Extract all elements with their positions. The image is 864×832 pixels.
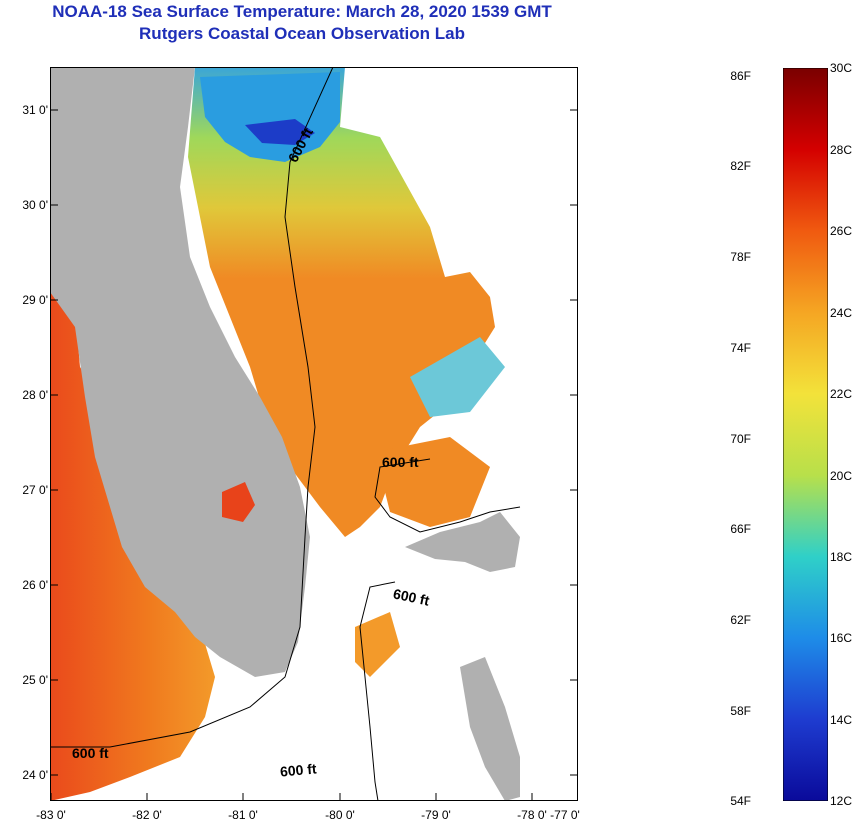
colorbar-f-78: 78F: [730, 250, 751, 264]
lat-label-27: 27 0': [22, 483, 48, 497]
lat-label-30: 30 0': [22, 198, 48, 212]
colorbar-c-14: 14C: [830, 713, 853, 727]
contour-label-bahamas: 600 ft: [382, 454, 419, 470]
colorbar-f-62: 62F: [730, 613, 751, 627]
coldest-water-patch: [245, 119, 315, 145]
bahamas-warm-patch: [375, 437, 490, 527]
bahamas-cool-patch: [410, 337, 505, 417]
bahamas-land: [405, 512, 520, 572]
isobath-600ft-florida: [50, 67, 334, 748]
cold-water-patch: [200, 72, 340, 162]
colorbar-c-16: 16C: [830, 631, 853, 645]
colorbar-c-22: 22C: [830, 387, 853, 401]
colorbar-f-82: 82F: [730, 159, 751, 173]
colorbar-c-24: 24C: [830, 306, 853, 320]
florida-land: [50, 67, 310, 677]
colorbar-c-12: 12C: [830, 794, 853, 808]
sst-map: 600 ft 600 ft 600 ft 600 ft 600 ft: [50, 67, 578, 801]
lon-label-79: -79 0': [421, 808, 451, 822]
colorbar-f-58: 58F: [730, 704, 751, 718]
lon-label-82: -82 0': [132, 808, 162, 822]
isobath-600ft-south: [359, 581, 396, 801]
colorbar-f-66: 66F: [730, 522, 751, 536]
colorbar-gradient: [782, 67, 829, 802]
south-warm-patch: [355, 612, 400, 677]
map-frame: [50, 67, 578, 801]
isobath-600ft-bahamas: [374, 458, 521, 533]
lon-label-77: -77 0': [550, 808, 580, 822]
colorbar-f-54: 54F: [730, 794, 751, 808]
lon-label-83: -83 0': [36, 808, 66, 822]
lon-label-78: -78 0': [517, 808, 547, 822]
contour-label-florida-keys: 600 ft: [72, 745, 109, 761]
lon-label-81: -81 0': [228, 808, 258, 822]
andros-land: [460, 657, 520, 801]
colorbar-c-18: 18C: [830, 550, 853, 564]
lat-label-31: 31 0': [22, 103, 48, 117]
lat-label-24: 24 0': [22, 768, 48, 782]
map-canvas: [50, 67, 578, 801]
colorbar-f-74: 74F: [730, 341, 751, 355]
lat-label-25: 25 0': [22, 673, 48, 687]
lon-label-80: -80 0': [325, 808, 355, 822]
colorbar-c-28: 28C: [830, 143, 853, 157]
lake-okeechobee: [222, 482, 255, 522]
map-subtitle: Rutgers Coastal Ocean Observation Lab: [139, 24, 465, 43]
colorbar-f-86: 86F: [730, 69, 751, 83]
lat-label-28: 28 0': [22, 388, 48, 402]
temperature-colorbar: [782, 67, 829, 802]
atlantic-sst-region: [188, 67, 495, 537]
colorbar-c-20: 20C: [830, 469, 853, 483]
colorbar-f-70: 70F: [730, 432, 751, 446]
lat-label-26: 26 0': [22, 578, 48, 592]
lat-label-29: 29 0': [22, 293, 48, 307]
contour-label-bottom: 600 ft: [279, 760, 318, 780]
map-title: NOAA-18 Sea Surface Temperature: March 2…: [52, 2, 552, 21]
colorbar-c-26: 26C: [830, 224, 853, 238]
colorbar-c-30: 30C: [830, 61, 853, 75]
